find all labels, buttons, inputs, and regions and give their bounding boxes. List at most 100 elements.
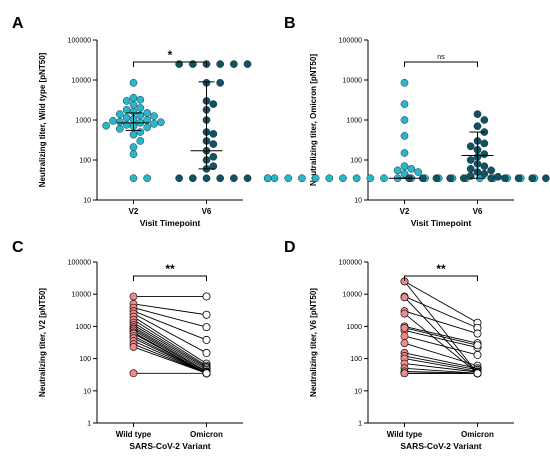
data-point-v2 xyxy=(150,112,158,120)
data-point-v2 xyxy=(284,174,293,183)
data-point-v2 xyxy=(339,174,347,183)
x-category-label: V6 xyxy=(202,207,212,216)
pair-line xyxy=(404,367,478,374)
data-point-v2 xyxy=(115,125,124,133)
data-point-v2 xyxy=(115,110,124,119)
data-point-v2 xyxy=(122,113,131,122)
y-tick-label: 1 xyxy=(87,421,91,428)
data-point-v6 xyxy=(209,130,218,138)
y-tick-label: 100 xyxy=(79,356,91,363)
data-point-v2 xyxy=(122,120,131,129)
data-point-v6 xyxy=(514,174,523,183)
data-point-v2 xyxy=(400,162,409,171)
data-point-v2 xyxy=(122,97,131,105)
data-point-v2 xyxy=(352,174,361,183)
data-point-v2 xyxy=(129,93,138,102)
pair-line xyxy=(133,328,207,372)
data-point-v6 xyxy=(230,60,238,68)
data-point-v6 xyxy=(459,174,468,183)
panel-letter: A xyxy=(12,15,24,32)
y-axis-title: Neutralizing titer, V2 [pNT50] xyxy=(38,288,47,397)
data-point-v6 xyxy=(473,110,482,119)
pair-line xyxy=(133,313,207,354)
pair-line xyxy=(404,296,478,329)
data-point-v6 xyxy=(480,162,489,171)
significance-label: ** xyxy=(165,262,175,276)
pair-line xyxy=(404,281,478,374)
data-point-v2 xyxy=(311,174,320,183)
y-tick-label: 1000 xyxy=(75,118,91,125)
pair-line xyxy=(133,346,207,374)
data-point-wild-type xyxy=(129,343,138,351)
y-axis-title: Neutralizing titer, Omicron [pNT50] xyxy=(309,54,318,186)
pair-line xyxy=(133,310,207,341)
x-axis-title: Visit Timepoint xyxy=(140,218,201,228)
data-point-v2 xyxy=(298,174,306,183)
data-point-v2 xyxy=(407,165,416,173)
data-point-v2 xyxy=(380,174,388,183)
data-point-omicron xyxy=(473,341,482,350)
x-category-label: Wild type xyxy=(116,430,152,439)
significance-label: * xyxy=(168,48,173,62)
data-point-v6 xyxy=(216,78,225,87)
x-category-label: V2 xyxy=(400,207,410,216)
data-point-v6 xyxy=(473,122,482,131)
pair-line xyxy=(404,297,478,374)
data-point-v2 xyxy=(400,132,409,140)
data-point-v2 xyxy=(400,149,409,157)
data-point-v6 xyxy=(466,172,475,180)
data-point-v6 xyxy=(466,142,475,151)
y-tick-label: 100000 xyxy=(68,260,91,267)
x-axis-title: Visit Timepoint xyxy=(411,218,472,228)
data-point-omicron xyxy=(202,369,211,378)
data-point-v2 xyxy=(150,120,158,128)
data-point-wild-type xyxy=(400,323,409,332)
data-point-v2 xyxy=(366,174,375,183)
y-tick-label: 10 xyxy=(354,198,362,205)
data-point-v6 xyxy=(480,116,489,124)
x-category-label: Omicron xyxy=(461,430,494,439)
data-point-v6 xyxy=(480,139,489,148)
pair-line xyxy=(404,363,478,373)
y-axis-title: Neutralizing titer, V6 [pNT50] xyxy=(309,288,318,397)
y-tick-label: 100 xyxy=(79,158,91,165)
data-point-v6 xyxy=(202,174,211,183)
data-point-v2 xyxy=(393,166,402,175)
pair-line xyxy=(404,310,478,334)
pair-line xyxy=(133,316,207,364)
panel-d: D 1 10 100 1000 10000 100000 Neutralizing titer… xyxy=(284,239,514,451)
y-tick-label: 100000 xyxy=(68,38,91,45)
x-category-label: Wild type xyxy=(387,430,423,439)
y-tick-label: 100 xyxy=(350,158,362,165)
data-point-v6 xyxy=(432,174,441,183)
pair-line xyxy=(133,303,207,316)
significance-label: ** xyxy=(436,262,446,276)
data-point-wild-type xyxy=(400,309,409,318)
data-point-v2 xyxy=(129,150,138,159)
pair-line xyxy=(133,330,207,373)
pair-line xyxy=(404,352,478,369)
significance-bracket xyxy=(404,61,478,67)
data-point-wild-type xyxy=(400,332,409,340)
data-point-v6 xyxy=(501,174,509,183)
data-point-v6 xyxy=(230,174,238,183)
y-tick-label: 10000 xyxy=(343,78,363,85)
y-tick-label: 100000 xyxy=(339,38,362,45)
pair-line xyxy=(404,313,478,374)
y-tick-label: 1000 xyxy=(346,118,362,125)
data-point-omicron xyxy=(202,310,211,319)
panel-b: B 10 100 1000 10000 100000 Neutralizing titer,… xyxy=(263,15,550,228)
pair-line xyxy=(133,324,207,369)
y-tick-label: 100 xyxy=(350,356,362,363)
significance-bracket xyxy=(133,61,207,67)
y-axis-title: Neutralizing titer, Wild type [pNT50] xyxy=(38,52,47,187)
pair-line xyxy=(404,355,478,371)
x-category-label: V6 xyxy=(473,207,483,216)
data-point-v6 xyxy=(209,152,218,161)
panel-letter: C xyxy=(12,239,24,256)
x-category-label: V2 xyxy=(129,207,139,216)
data-point-v2 xyxy=(143,174,152,183)
data-point-v2 xyxy=(400,116,409,124)
data-point-v2 xyxy=(400,78,409,87)
data-point-v6 xyxy=(542,174,550,183)
